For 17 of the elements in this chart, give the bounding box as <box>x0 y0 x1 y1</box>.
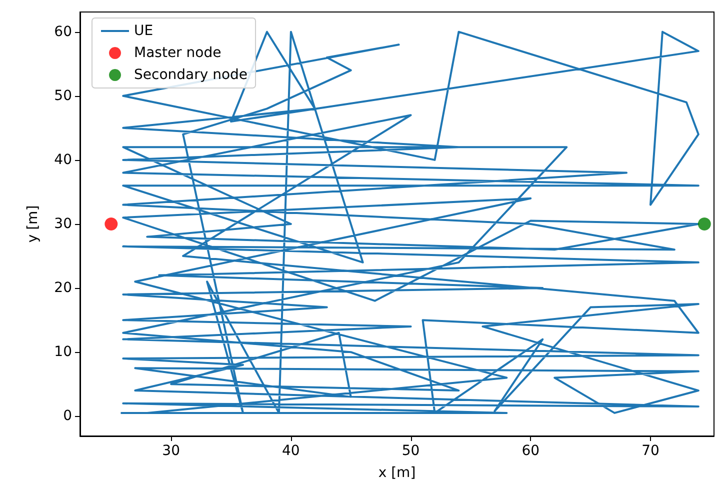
legend-label: UE <box>134 23 154 39</box>
legend-label: Master node <box>134 45 222 61</box>
x-tick-label: 40 <box>282 443 300 459</box>
x-tick-label: 50 <box>402 443 420 459</box>
y-tick-label: 40 <box>54 152 72 168</box>
x-axis-title: x [m] <box>378 465 416 481</box>
x-tick-label: 30 <box>162 443 180 459</box>
y-axis-title: y [m] <box>25 205 41 243</box>
x-tick-label: 70 <box>642 443 660 459</box>
x-tick-label: 60 <box>522 443 540 459</box>
y-tick-label: 20 <box>54 280 72 296</box>
y-tick-label: 30 <box>54 216 72 232</box>
y-tick-label: 60 <box>54 24 72 40</box>
y-tick-label: 10 <box>54 344 72 360</box>
y-tick-label: 50 <box>54 88 72 104</box>
legend-label: Secondary node <box>134 67 248 83</box>
y-tick-label: 0 <box>63 408 72 424</box>
